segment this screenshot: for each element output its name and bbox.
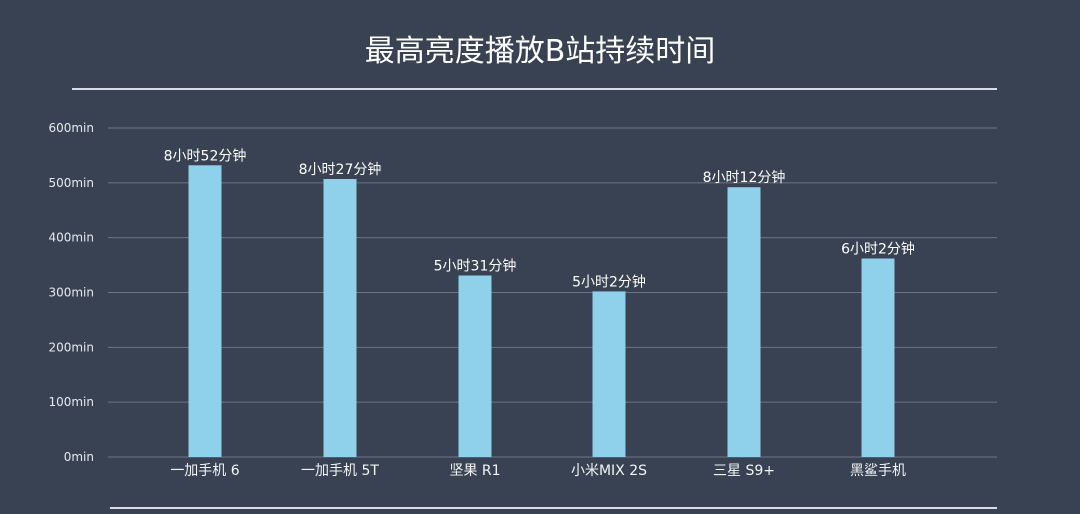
title-divider xyxy=(72,88,997,90)
y-tick-label-500: 500min xyxy=(48,176,94,190)
y-tick-label-300: 300min xyxy=(48,286,94,300)
bar-2 xyxy=(458,275,492,457)
data-label-1: 8小时27分钟 xyxy=(299,161,382,178)
data-label-5: 6小时2分钟 xyxy=(841,241,915,258)
chart-title: 最高亮度播放B站持续时间 xyxy=(364,34,716,69)
y-tick-label-600: 600min xyxy=(48,121,94,135)
category-label-5: 黑鲨手机 xyxy=(850,463,906,479)
category-label-2: 坚果 R1 xyxy=(449,463,500,479)
data-label-2: 5小时31分钟 xyxy=(434,258,517,275)
bar-3 xyxy=(592,291,626,457)
y-tick-label-100: 100min xyxy=(48,395,94,409)
category-label-3: 小米MIX 2S xyxy=(571,463,647,479)
data-label-3: 5小时2分钟 xyxy=(572,273,646,290)
y-tick-label-0: 0min xyxy=(64,450,94,464)
y-tick-label-400: 400min xyxy=(48,231,94,245)
data-label-0: 8小时52分钟 xyxy=(164,147,247,164)
bar-4 xyxy=(727,187,761,457)
category-label-4: 三星 S9+ xyxy=(713,463,775,479)
data-label-4: 8小时12分钟 xyxy=(703,169,786,186)
bottom-divider xyxy=(110,507,997,509)
category-label-1: 一加手机 5T xyxy=(301,463,379,479)
category-label-0: 一加手机 6 xyxy=(170,463,239,479)
bar-5 xyxy=(861,258,895,457)
y-tick-label-200: 200min xyxy=(48,340,94,354)
bar-0 xyxy=(188,165,222,457)
bar-1 xyxy=(323,178,357,457)
